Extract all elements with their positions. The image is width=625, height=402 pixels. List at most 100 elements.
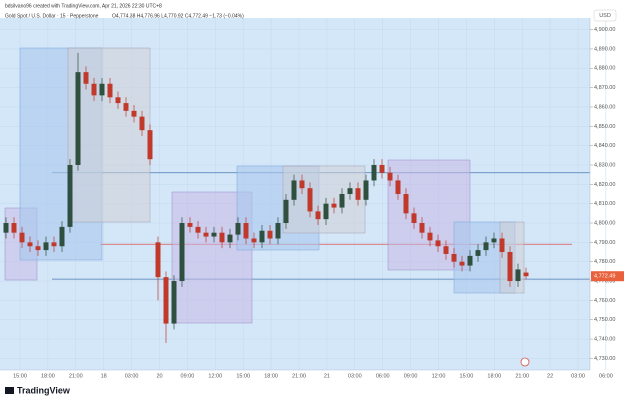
y-tick-label: 4,730.00 (594, 356, 615, 362)
candle-body (323, 203, 329, 220)
candle-body (251, 238, 257, 243)
x-tick-label: 09:00 (181, 373, 195, 379)
candle-body (155, 242, 161, 278)
x-tick-label: 06:00 (599, 373, 613, 379)
candle-body (267, 230, 273, 239)
candle-body (27, 242, 33, 247)
x-tick-label: 15:00 (13, 373, 27, 379)
candle-body (443, 246, 449, 254)
candle-body (227, 234, 233, 243)
candle-body (59, 226, 65, 247)
candle-body (187, 223, 193, 227)
y-tick-label: 4,800.00 (594, 220, 615, 226)
x-tick-label: 18 (101, 373, 107, 379)
candle-body (235, 223, 241, 235)
price-label: 4,772.49 (594, 274, 615, 280)
x-tick-label: 18:00 (41, 373, 55, 379)
y-tick-label: 4,840.00 (594, 143, 615, 149)
candle-body (219, 232, 225, 243)
candle-body (339, 194, 345, 208)
candle-body (3, 223, 9, 233)
candle-body (411, 213, 417, 224)
candle-body (435, 240, 441, 247)
candle-body (355, 188, 361, 200)
x-tick-label: 15:00 (460, 373, 474, 379)
candle-body (331, 203, 337, 208)
x-tick-label: 20 (156, 373, 162, 379)
x-tick-label: 06:00 (376, 373, 390, 379)
candle-body (11, 223, 17, 233)
event-icon[interactable] (520, 357, 530, 367)
x-tick-label: 22 (547, 373, 553, 379)
candle-body (467, 255, 473, 266)
y-tick-label: 4,750.00 (594, 317, 615, 323)
candle-body (347, 188, 353, 194)
x-tick-label: 21:00 (292, 373, 306, 379)
candle-body (387, 172, 393, 181)
candle-body (171, 281, 177, 324)
candle-body (147, 130, 153, 160)
candle-body (363, 180, 369, 200)
x-tick-label: 03:00 (571, 373, 585, 379)
candle-body (283, 199, 289, 224)
logo-mark (5, 387, 14, 394)
candle-body (315, 211, 321, 220)
y-tick-label: 4,820.00 (594, 182, 615, 188)
symbol: Gold Spot / U.S. Dollar · 15 · Peppersto… (5, 13, 99, 19)
candle-body (243, 223, 249, 239)
price-label-box (591, 271, 624, 282)
candle-body (43, 242, 49, 251)
y-tick-label: 4,810.00 (594, 201, 615, 207)
candle-body (427, 232, 433, 241)
ohlc: O4,774.38 H4,776.96 L4,770.92 C4,772.49 … (112, 13, 244, 19)
x-tick-label: 03:00 (125, 373, 139, 379)
candle-body (451, 253, 457, 262)
x-tick-label: 09:00 (404, 373, 418, 379)
y-tick-label: 4,770.00 (594, 278, 615, 284)
y-tick-label: 4,870.00 (594, 85, 615, 91)
candle-body (179, 223, 185, 282)
x-tick-label: 12:00 (432, 373, 446, 379)
candle-body (523, 272, 529, 277)
currency: USD (599, 13, 611, 19)
candle-body (35, 246, 41, 251)
candle-body (115, 97, 121, 104)
candle-body (507, 252, 513, 282)
candle-body (475, 250, 481, 256)
x-tick-label: 21:00 (69, 373, 83, 379)
candle-body (203, 232, 209, 237)
candle-body (371, 164, 377, 181)
candle-body (483, 242, 489, 251)
candle-body (211, 232, 217, 237)
candle-body (67, 164, 73, 227)
candle-body (195, 226, 201, 233)
y-tick-label: 4,850.00 (594, 124, 615, 130)
y-tick-label: 4,830.00 (594, 162, 615, 168)
candles (3, 52, 529, 343)
header-text: bdsilvano96 created with TradingView.com… (5, 3, 162, 9)
candle-body (395, 180, 401, 194)
candle-body (291, 180, 297, 200)
y-tick-label: 4,740.00 (594, 337, 615, 343)
candle-body (299, 180, 305, 189)
candle-body (75, 72, 81, 165)
logo: TradingView (5, 385, 71, 395)
candle-body (491, 238, 497, 243)
candle-body (419, 223, 425, 233)
candle-body (91, 83, 97, 96)
zone (282, 165, 366, 234)
x-tick-label: 03:00 (348, 373, 362, 379)
candle-body (83, 72, 89, 84)
x-tick-label: 21:00 (515, 373, 529, 379)
candle-body (123, 103, 129, 111)
x-tick-label: 21 (324, 373, 330, 379)
candle-body (275, 223, 281, 239)
y-tick-label: 4,790.00 (594, 240, 615, 246)
candle-body (259, 230, 265, 243)
candle-body (379, 164, 385, 173)
y-tick-label: 4,900.00 (594, 27, 615, 33)
x-tick-label: 18:00 (487, 373, 501, 379)
candle-body (403, 194, 409, 214)
candle-body (99, 83, 105, 96)
